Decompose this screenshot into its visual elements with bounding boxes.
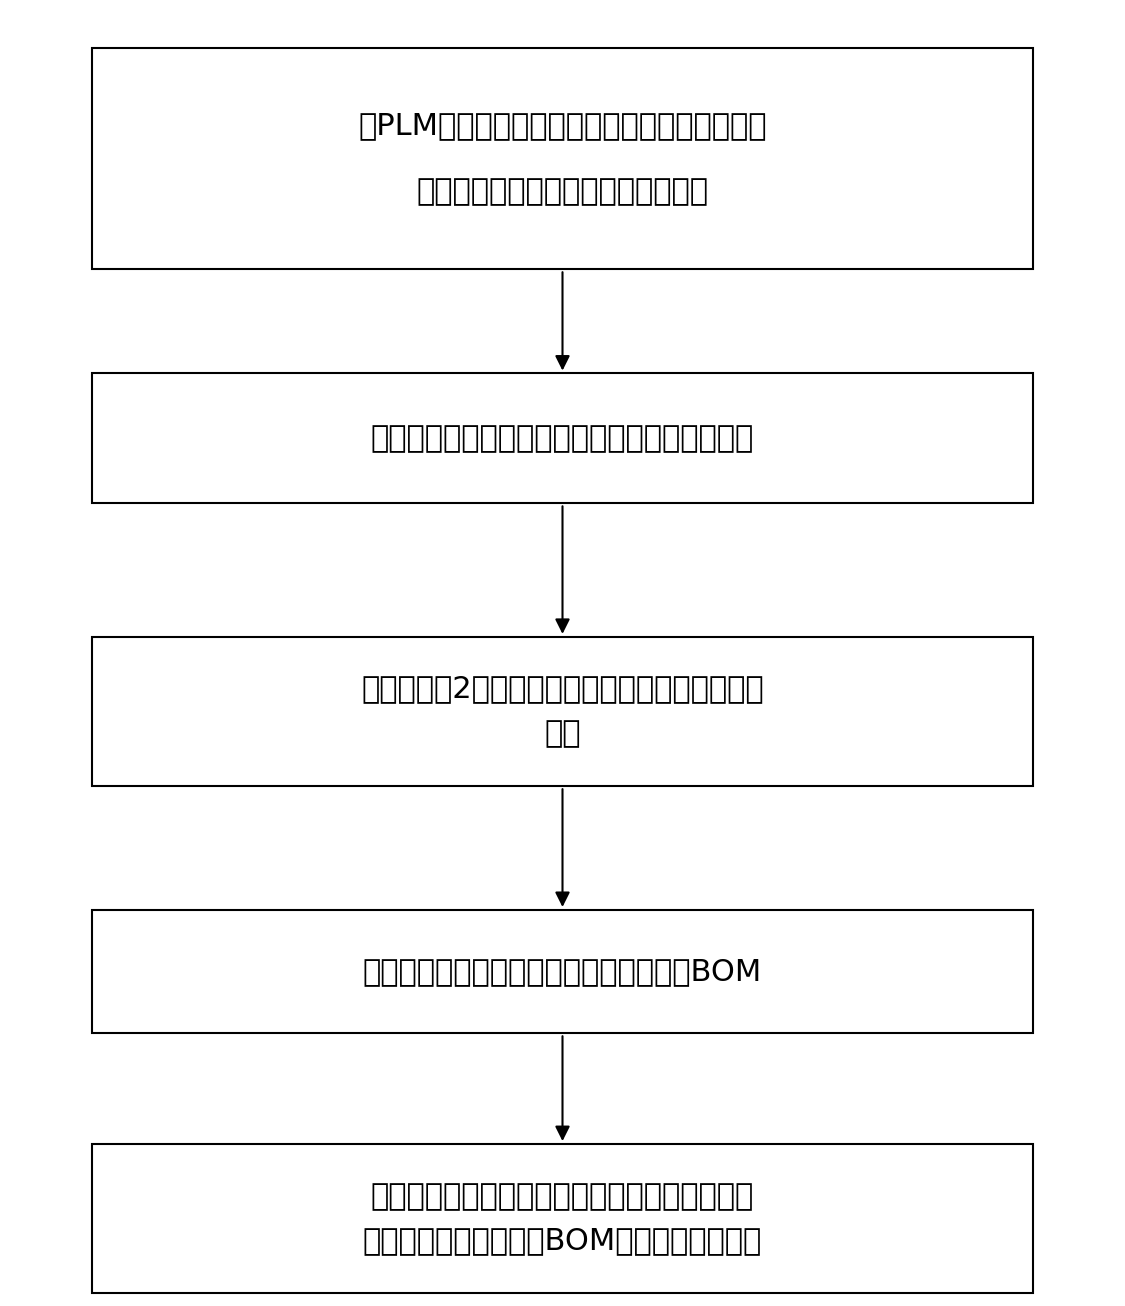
FancyBboxPatch shape xyxy=(92,637,1033,786)
Text: 根据步骤（2）的整车颜色方案创建颜色件的颜色: 根据步骤（2）的整车颜色方案创建颜色件的颜色 xyxy=(361,675,764,704)
Text: 根据现有的整车颜色方案创建新的整车颜色方案: 根据现有的整车颜色方案创建新的整车颜色方案 xyxy=(371,424,754,453)
FancyBboxPatch shape xyxy=(92,910,1033,1033)
Text: 进而分析颜色物料清单BOM的变更影响与结果: 进而分析颜色物料清单BOM的变更影响与结果 xyxy=(363,1226,762,1255)
FancyBboxPatch shape xyxy=(92,48,1033,269)
FancyBboxPatch shape xyxy=(92,374,1033,503)
Text: 准纹理信息库和标准内饰风格信息库: 准纹理信息库和标准内饰风格信息库 xyxy=(416,178,709,206)
Text: 在PLM平台中创建整车企业标准颜色信息库、标: 在PLM平台中创建整车企业标准颜色信息库、标 xyxy=(358,111,767,140)
FancyBboxPatch shape xyxy=(92,1144,1033,1293)
Text: 方案: 方案 xyxy=(544,720,580,748)
Text: 根据工程变更请求，进行相应的颜色矩阵变更，: 根据工程变更请求，进行相应的颜色矩阵变更， xyxy=(371,1182,754,1211)
Text: 生成订单要求的颜色车的带颜色物料清单BOM: 生成订单要求的颜色车的带颜色物料清单BOM xyxy=(363,957,762,986)
